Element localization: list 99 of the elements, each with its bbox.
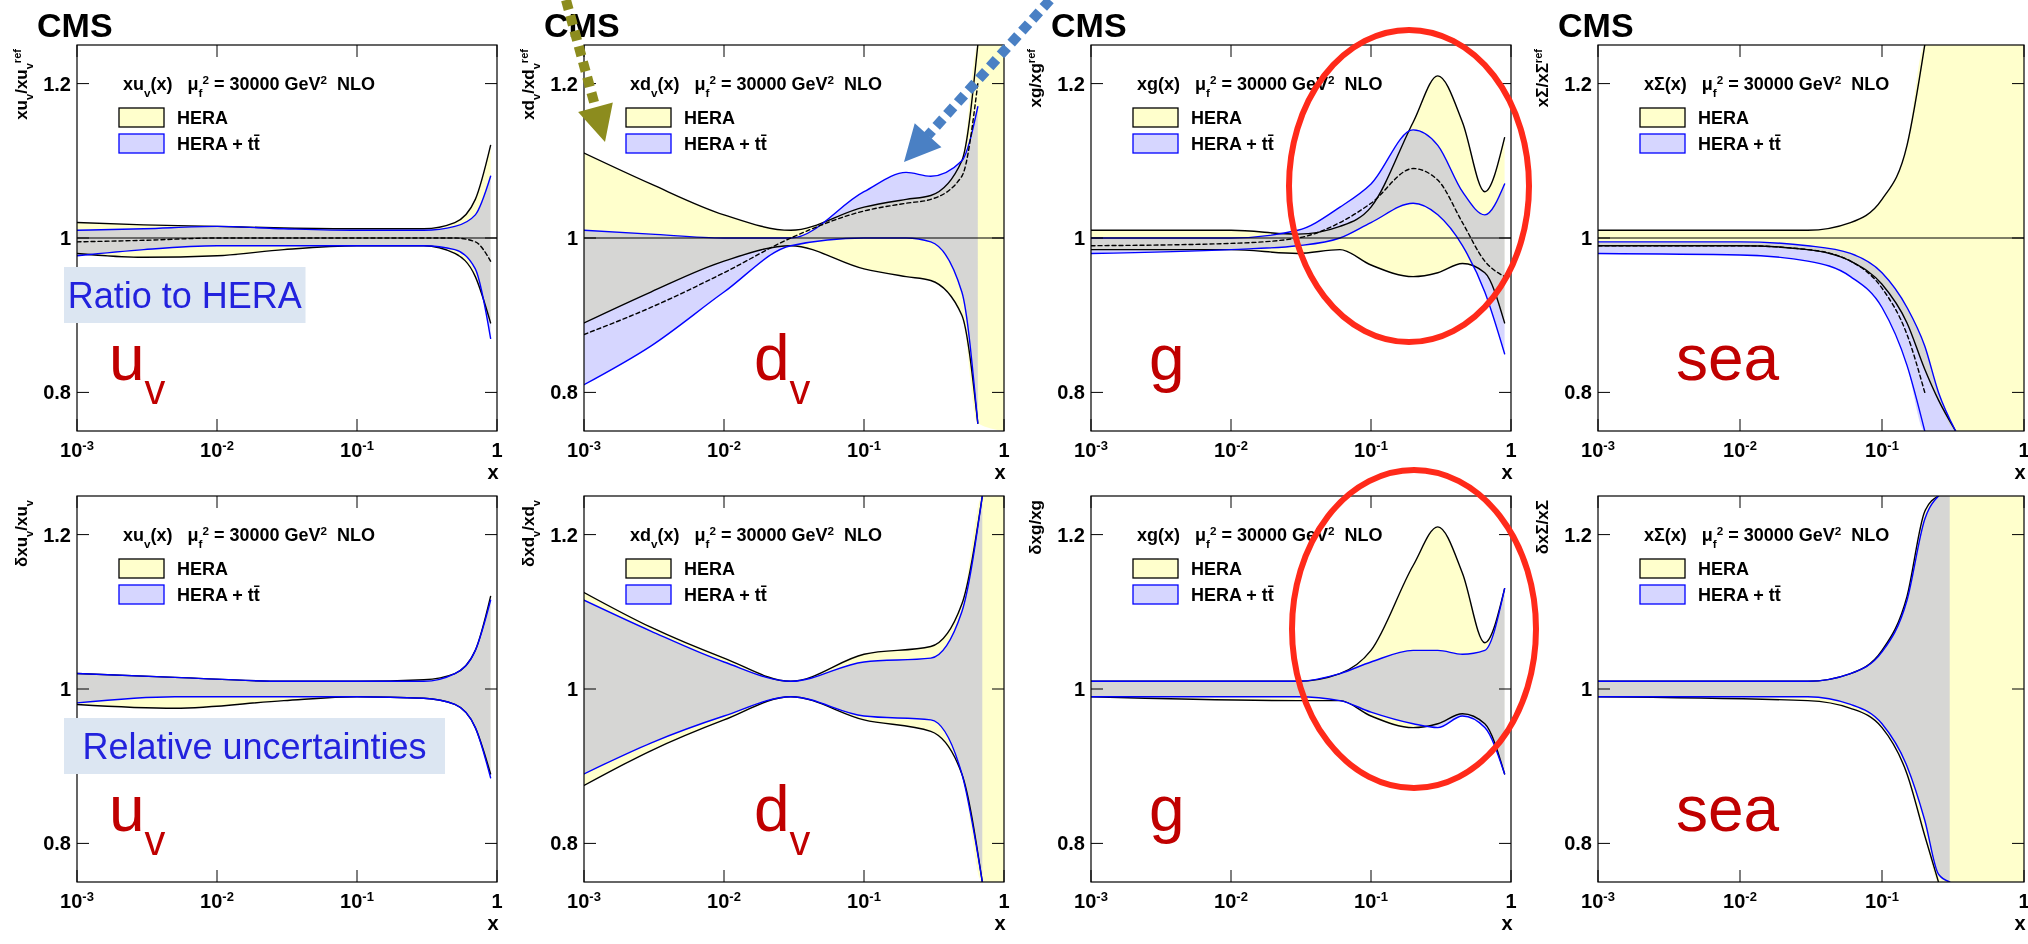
legend-title: xΣ(x) μ$_{f}$$^{2}$ = 30000 GeV$^{2}$ NLO [1644, 523, 1890, 550]
x-axis-title: x [1501, 461, 1513, 483]
y-tick-label: 1.2 [550, 523, 578, 546]
x-tick-label: 1 [491, 439, 503, 461]
x-axis-title: x [1501, 912, 1513, 934]
annotation: g [1149, 773, 1185, 845]
x-tick-label: 10$^{-2}$ [1214, 437, 1248, 461]
x-tick-label: 10$^{-2}$ [707, 437, 741, 461]
x-tick-label: 10$^{-3}$ [60, 437, 94, 461]
legend-title: xu$_{v}$(x) μ$_{f}$$^{2}$ = 30000 GeV$^{2}$ NLO [123, 72, 376, 99]
x-axis-title: x [2014, 461, 2026, 483]
annotation: Relative uncertainties [82, 726, 427, 767]
x-tick-label: 10$^{-1}$ [1354, 888, 1388, 912]
x-tick-label: 10$^{-1}$ [1865, 437, 1899, 461]
y-tick-label: 1.2 [550, 72, 578, 95]
x-tick-label: 10$^{-1}$ [1354, 437, 1388, 461]
y-tick-label: 1 [1073, 678, 1085, 700]
x-axis-title: x [994, 461, 1006, 483]
legend-label: HERA [684, 559, 736, 579]
legend-title: xu$_{v}$(x) μ$_{f}$$^{2}$ = 30000 GeV$^{2}$ NLO [123, 523, 376, 550]
x-tick-label: 10$^{-1}$ [847, 888, 881, 912]
y-tick-label: 1.2 [43, 72, 71, 95]
y-tick-label: 1.2 [1564, 72, 1592, 95]
annotation: sea [1676, 773, 1780, 845]
y-tick-label: 1.2 [1057, 72, 1085, 95]
y-tick-label: 1 [59, 227, 71, 249]
y-tick-label: 0.8 [43, 381, 71, 404]
legend-label: HERA + tt̄ [684, 134, 767, 154]
x-tick-label: 10$^{-3}$ [1074, 437, 1108, 461]
y-tick-label: 0.8 [1057, 381, 1085, 404]
x-tick-label: 10$^{-2}$ [200, 888, 234, 912]
x-axis-title: x [2014, 912, 2026, 934]
legend-label: HERA + tt̄ [1191, 134, 1274, 154]
annotation: sea [1676, 322, 1780, 394]
legend-label: HERA + tt̄ [1191, 585, 1274, 605]
legend-label: HERA [1698, 108, 1750, 128]
y-axis-title: δxg/xg [1026, 500, 1045, 555]
x-tick-label: 10$^{-2}$ [200, 437, 234, 461]
x-tick-label: 10$^{-1}$ [340, 888, 374, 912]
x-tick-label: 10$^{-3}$ [567, 888, 601, 912]
x-tick-label: 10$^{-3}$ [60, 888, 94, 912]
x-tick-label: 10$^{-1}$ [847, 437, 881, 461]
y-tick-label: 1 [1580, 227, 1592, 249]
chart-title: CMS [37, 6, 113, 44]
x-tick-label: 10$^{-3}$ [1581, 888, 1615, 912]
annotation: u$_{v}$ [109, 773, 166, 864]
y-tick-label: 1 [1073, 227, 1085, 249]
y-tick-label: 1.2 [1564, 523, 1592, 546]
y-tick-label: 0.8 [550, 381, 578, 404]
y-tick-label: 1 [59, 678, 71, 700]
x-tick-label: 10$^{-1}$ [340, 437, 374, 461]
legend-label: HERA [1191, 559, 1243, 579]
y-tick-label: 1.2 [43, 523, 71, 546]
x-axis-title: x [487, 461, 499, 483]
chart-title: CMS [1558, 6, 1634, 44]
annotation: d$_{v}$ [754, 773, 811, 864]
x-tick-label: 10$^{-1}$ [1865, 888, 1899, 912]
annotation: Ratio to HERA [67, 275, 302, 316]
legend-label: HERA [1191, 108, 1243, 128]
legend-label: HERA [684, 108, 736, 128]
y-tick-label: 0.8 [1057, 832, 1085, 855]
y-tick-label: 0.8 [43, 832, 71, 855]
x-tick-label: 10$^{-2}$ [1723, 437, 1757, 461]
x-tick-label: 10$^{-3}$ [1581, 437, 1615, 461]
legend-label: HERA [177, 108, 229, 128]
legend-label: HERA [177, 559, 229, 579]
legend-label: HERA + tt̄ [1698, 134, 1781, 154]
chart-title: CMS [1051, 6, 1127, 44]
annotation: d$_{v}$ [754, 322, 811, 413]
y-tick-label: 0.8 [1564, 381, 1592, 404]
x-tick-label: 10$^{-2}$ [707, 888, 741, 912]
y-tick-label: 1 [1580, 678, 1592, 700]
y-axis-title: δxΣ/xΣ [1533, 500, 1552, 555]
x-tick-label: 1 [998, 890, 1010, 912]
y-tick-label: 1 [566, 678, 578, 700]
legend-label: HERA + tt̄ [177, 134, 260, 154]
x-axis-title: x [487, 912, 499, 934]
legend-label: HERA + tt̄ [1698, 585, 1781, 605]
x-tick-label: 1 [1505, 439, 1517, 461]
legend-title: xd$_{v}$(x) μ$_{f}$$^{2}$ = 30000 GeV$^{2}$ NLO [630, 72, 883, 99]
x-tick-label: 10$^{-3}$ [1074, 888, 1108, 912]
y-tick-label: 1.2 [1057, 523, 1085, 546]
y-tick-label: 0.8 [550, 832, 578, 855]
x-tick-label: 10$^{-3}$ [567, 437, 601, 461]
y-tick-label: 1 [566, 227, 578, 249]
annotation: g [1149, 322, 1185, 394]
x-axis-title: x [994, 912, 1006, 934]
y-tick-label: 0.8 [1564, 832, 1592, 855]
x-tick-label: 1 [998, 439, 1010, 461]
x-tick-label: 10$^{-2}$ [1214, 888, 1248, 912]
legend-label: HERA + tt̄ [684, 585, 767, 605]
legend-title: xΣ(x) μ$_{f}$$^{2}$ = 30000 GeV$^{2}$ NLO [1644, 72, 1890, 99]
x-tick-label: 10$^{-2}$ [1723, 888, 1757, 912]
legend-title: xd$_{v}$(x) μ$_{f}$$^{2}$ = 30000 GeV$^{2}$ NLO [630, 523, 883, 550]
x-tick-label: 1 [491, 890, 503, 912]
legend-label: HERA [1698, 559, 1750, 579]
legend-label: HERA + tt̄ [177, 585, 260, 605]
x-tick-label: 1 [1505, 890, 1517, 912]
annotation: u$_{v}$ [109, 322, 166, 413]
